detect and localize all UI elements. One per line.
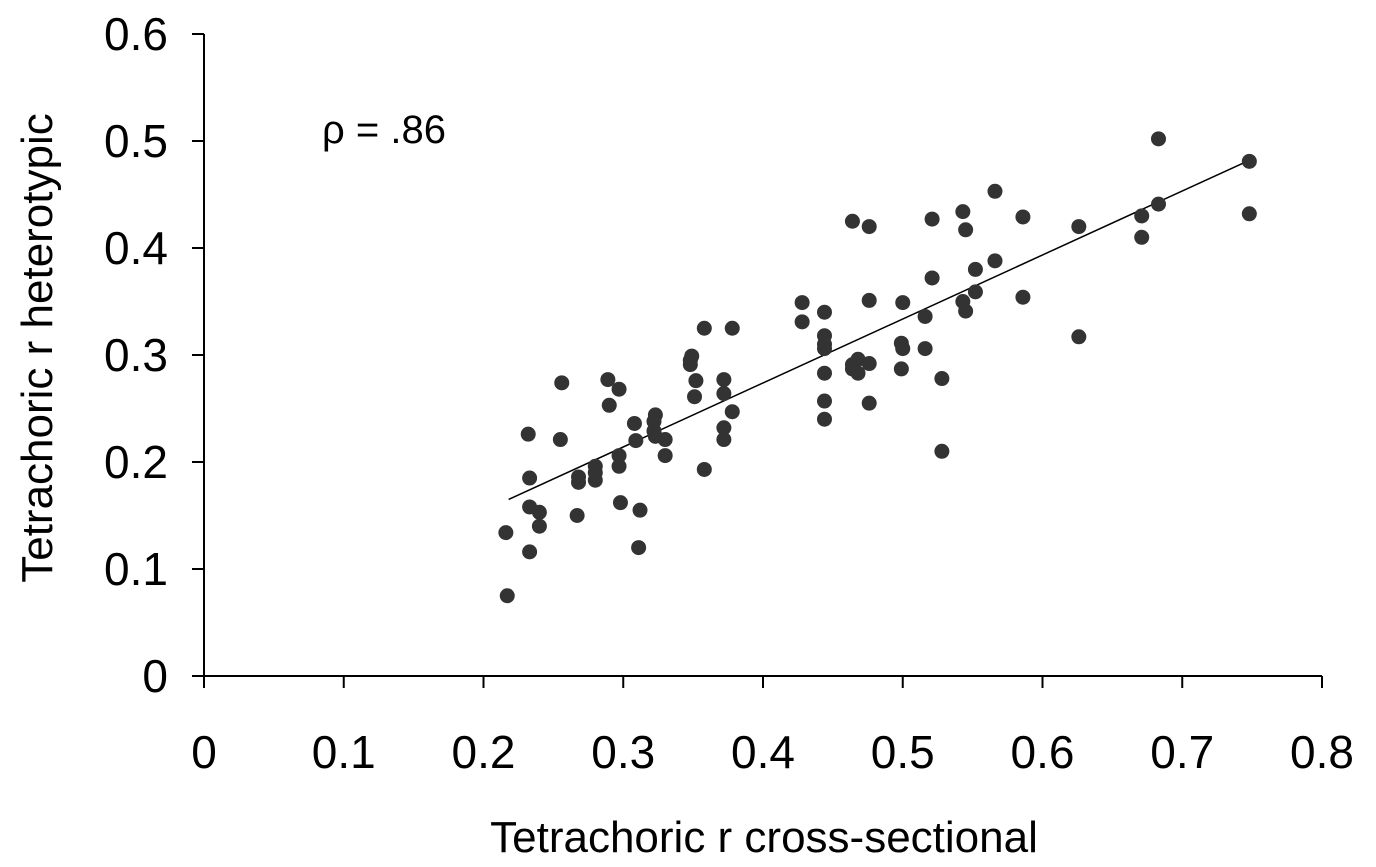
data-point — [917, 308, 933, 324]
data-point — [955, 204, 971, 220]
data-point — [1241, 206, 1257, 222]
x-tick-label: 0.5 — [871, 726, 935, 778]
data-point — [657, 448, 673, 464]
data-point — [924, 270, 940, 286]
data-point — [794, 314, 810, 330]
data-point — [601, 397, 617, 413]
correlation-annotation: ρ = .86 — [322, 108, 446, 152]
y-axis-ticks: 0 0.1 0.2 0.3 0.4 0.5 0.6 — [104, 8, 204, 702]
x-tick-label: 0.2 — [452, 726, 516, 778]
data-point — [631, 540, 647, 556]
data-point — [861, 292, 877, 308]
data-point — [1134, 229, 1150, 245]
data-point — [531, 504, 547, 520]
data-point — [987, 183, 1003, 199]
x-tick-label: 0.6 — [1011, 726, 1075, 778]
x-tick-label: 0.8 — [1290, 726, 1354, 778]
x-tick-label: 0.7 — [1150, 726, 1214, 778]
data-point — [571, 474, 587, 490]
data-point — [861, 219, 877, 235]
data-point — [716, 372, 732, 388]
data-point — [844, 213, 860, 229]
y-tick-label: 0.6 — [104, 8, 168, 60]
data-point — [724, 320, 740, 336]
data-point — [552, 432, 568, 448]
data-point — [958, 222, 974, 238]
y-tick-label: 0.4 — [104, 222, 168, 274]
y-tick-label: 0 — [142, 650, 168, 702]
data-point — [987, 253, 1003, 269]
data-point — [554, 375, 570, 391]
data-point — [569, 508, 585, 523]
data-point — [688, 373, 704, 389]
data-point — [499, 588, 515, 604]
data-point — [647, 407, 663, 423]
data-point — [1241, 153, 1257, 169]
data-point — [893, 361, 909, 377]
data-point — [600, 372, 616, 388]
x-axis-ticks: 0 0.1 0.2 0.3 0.4 0.5 0.6 0.7 0.8 — [191, 676, 1354, 778]
data-point — [958, 303, 974, 319]
data-point — [611, 448, 627, 464]
data-point — [520, 426, 536, 442]
data-points — [498, 131, 1257, 604]
data-point — [794, 295, 810, 311]
x-tick-label: 0 — [191, 726, 217, 778]
data-point — [611, 381, 627, 397]
data-point — [967, 261, 983, 277]
data-point — [967, 284, 983, 300]
data-point — [816, 304, 832, 320]
data-point — [657, 432, 673, 448]
data-point — [816, 341, 832, 357]
y-tick-label: 0.1 — [104, 543, 168, 595]
data-point — [498, 525, 514, 541]
data-point — [626, 415, 642, 431]
y-tick-label: 0.2 — [104, 436, 168, 488]
data-point — [531, 518, 547, 534]
data-point — [895, 295, 911, 311]
data-point — [611, 458, 627, 474]
data-point — [1150, 131, 1166, 147]
data-point — [522, 470, 538, 486]
data-point — [850, 365, 866, 381]
data-point — [895, 341, 911, 357]
x-tick-label: 0.3 — [591, 726, 655, 778]
data-point — [861, 395, 877, 411]
data-point — [682, 357, 698, 373]
data-point — [522, 544, 538, 560]
data-point — [861, 356, 877, 372]
data-point — [696, 461, 712, 477]
x-axis-label: Tetrachoric r cross-sectional — [490, 813, 1038, 862]
data-point — [924, 211, 940, 227]
data-point — [1015, 289, 1031, 305]
data-point — [587, 472, 603, 488]
y-tick-label: 0.5 — [104, 115, 168, 167]
data-point — [612, 495, 628, 511]
data-point — [716, 432, 732, 448]
data-point — [1015, 209, 1031, 225]
data-point — [724, 404, 740, 420]
data-point — [628, 433, 644, 449]
data-point — [934, 443, 950, 459]
data-point — [716, 386, 732, 402]
x-tick-label: 0.4 — [731, 726, 795, 778]
data-point — [1134, 208, 1150, 224]
data-point — [816, 411, 832, 427]
data-point — [632, 502, 648, 518]
data-point — [816, 393, 832, 409]
data-point — [816, 365, 832, 381]
data-point — [934, 371, 950, 387]
data-point — [917, 341, 933, 357]
y-tick-label: 0.3 — [104, 329, 168, 381]
data-point — [696, 320, 712, 336]
x-tick-label: 0.1 — [312, 726, 376, 778]
data-point — [1150, 196, 1166, 212]
data-point — [1071, 329, 1087, 345]
data-point — [687, 389, 703, 405]
data-point — [1071, 219, 1087, 235]
data-point — [716, 420, 732, 436]
y-axis-label: Tetrachoric r heterotypic — [13, 113, 62, 583]
